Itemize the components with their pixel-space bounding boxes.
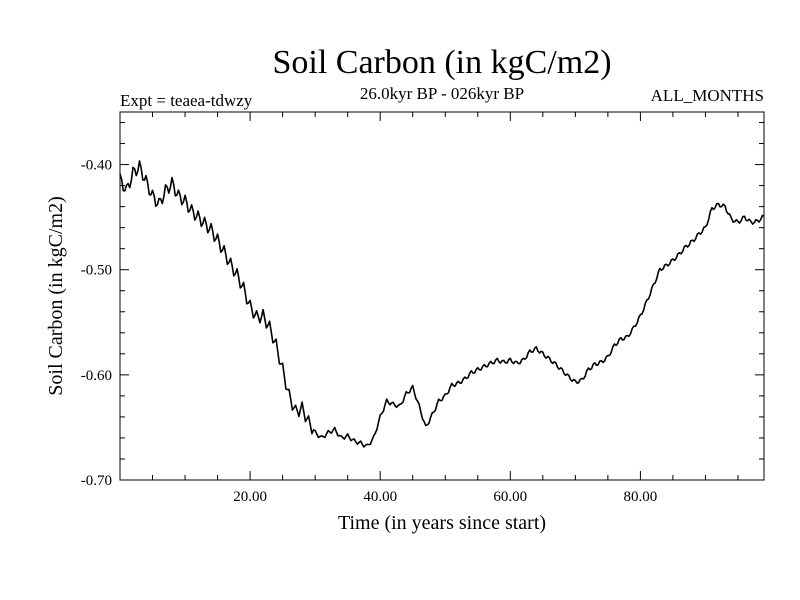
chart-subtitle: 26.0kyr BP - 026kyr BP: [359, 84, 525, 103]
period-label: ALL_MONTHS: [650, 86, 764, 105]
y-tick-label: -0.70: [81, 473, 112, 489]
tick-marks: [120, 112, 764, 481]
x-tick-label: 20.00: [233, 489, 267, 505]
plot-frame: [119, 111, 765, 481]
x-axis-label: Time (in years since start): [337, 512, 547, 534]
experiment-label: Expt = teaea-tdwzy: [120, 91, 253, 110]
series-line: [119, 160, 765, 448]
y-tick-label: -0.40: [81, 158, 112, 174]
x-tick-label: 80.00: [624, 489, 658, 505]
chart-title: Soil Carbon (in kgC/m2): [272, 44, 612, 81]
x-tick-label: 40.00: [363, 489, 397, 505]
y-tick-label: -0.50: [81, 263, 112, 279]
y-axis-label: Soil Carbon (in kgC/m2): [45, 196, 67, 395]
x-tick-label: 60.00: [493, 489, 527, 505]
tick-labels: 20.00 40.00 60.00 80.00 -0.70 -0.60 -0.50 -0.40: [81, 158, 658, 505]
y-tick-label: -0.60: [81, 368, 112, 384]
